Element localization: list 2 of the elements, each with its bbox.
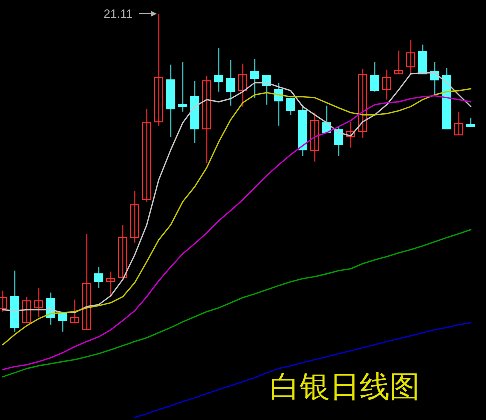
annotation: 21.11 — [104, 6, 134, 21]
text: 白银日线图 — [270, 371, 420, 404]
